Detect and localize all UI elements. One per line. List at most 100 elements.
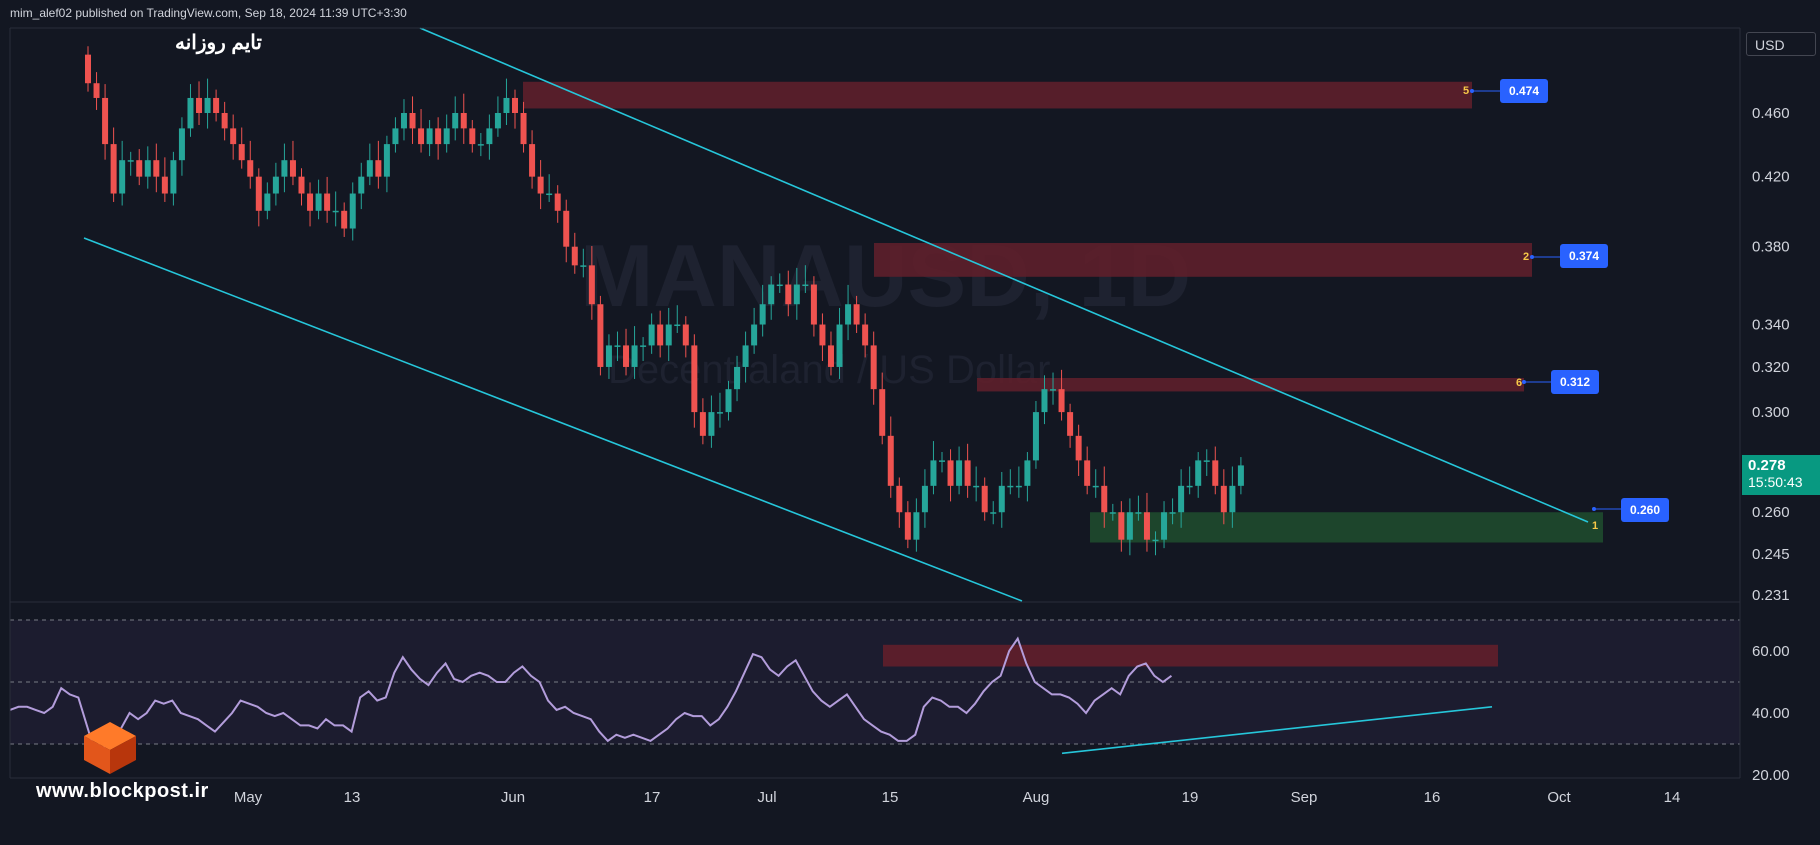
candle — [110, 127, 117, 202]
candle-body — [520, 113, 527, 145]
candle — [136, 149, 143, 186]
candle — [443, 114, 450, 153]
candle — [494, 96, 501, 137]
candle-body — [716, 412, 723, 414]
candle — [802, 265, 809, 293]
candle — [1067, 403, 1074, 448]
zone-demand — [1090, 512, 1603, 543]
candle-body — [776, 284, 783, 287]
candle — [862, 313, 869, 358]
candle-body — [418, 128, 425, 145]
candle — [1015, 466, 1022, 498]
candle-body — [998, 485, 1005, 513]
candle-body — [238, 144, 245, 161]
candle — [1237, 457, 1244, 495]
candle — [588, 246, 595, 320]
candle — [127, 151, 134, 176]
candle-body — [537, 176, 544, 194]
zone-number-2: 2 — [1523, 251, 1530, 263]
candle-body — [1229, 485, 1236, 513]
candle — [1032, 401, 1039, 469]
candle — [392, 117, 399, 153]
candle — [921, 469, 928, 528]
candle-body — [1169, 512, 1176, 514]
candle-body — [896, 485, 903, 513]
candle-body — [605, 345, 612, 367]
candle-body — [452, 113, 459, 129]
candle-body — [443, 128, 450, 145]
candle-body — [392, 128, 399, 145]
candle-body — [1101, 485, 1108, 513]
rsi-line — [9, 636, 1173, 755]
candle — [1203, 449, 1210, 476]
candle-body — [571, 246, 578, 266]
candle — [1212, 446, 1219, 495]
candle-body — [144, 160, 151, 177]
candle — [605, 334, 612, 379]
candle — [196, 81, 203, 125]
candle — [964, 443, 971, 498]
candle — [1126, 498, 1133, 556]
candle — [375, 140, 382, 189]
candle-body — [1007, 485, 1014, 488]
candle-body — [768, 284, 775, 305]
candle-body — [1161, 512, 1168, 540]
candle-body — [1178, 485, 1185, 513]
candle-body — [682, 324, 689, 346]
date-tick-label: 17 — [644, 789, 661, 806]
candle — [836, 307, 843, 379]
candle-body — [426, 128, 433, 145]
candle — [571, 232, 578, 274]
candle — [691, 334, 698, 428]
candle — [366, 143, 373, 186]
level-tag-0374: 0.374 — [1560, 244, 1608, 268]
candle — [409, 96, 416, 144]
candle-body — [751, 324, 758, 346]
candle-body — [153, 160, 160, 177]
candle — [1178, 469, 1185, 528]
candle — [460, 93, 467, 144]
candle-body — [1118, 512, 1125, 540]
candle — [1084, 446, 1091, 495]
candle-body — [230, 128, 237, 145]
candle-body — [588, 265, 595, 305]
candle-body — [1067, 412, 1074, 436]
candle-body — [1143, 512, 1150, 540]
candle-body — [546, 193, 553, 196]
candle-body — [119, 160, 126, 194]
candle-body — [956, 460, 963, 486]
candle-body — [674, 324, 681, 327]
candle — [648, 313, 655, 354]
candle-body — [785, 284, 792, 305]
candle — [640, 337, 647, 361]
price-tick-label: 0.320 — [1752, 359, 1790, 376]
candle-body — [170, 160, 177, 194]
candle — [1169, 498, 1176, 525]
candle-body — [827, 345, 834, 367]
tag-anchor — [1470, 89, 1474, 93]
candle — [716, 392, 723, 428]
candle — [930, 441, 937, 495]
zone-supply — [523, 81, 1472, 109]
candle — [939, 452, 945, 473]
candle-body — [1186, 485, 1193, 488]
candle-body — [1203, 460, 1210, 462]
candle-body — [332, 210, 339, 213]
candle — [178, 117, 185, 176]
candle — [827, 331, 834, 376]
candle-body — [1237, 465, 1244, 486]
candle — [221, 101, 228, 141]
last-price-tag: 0.278 15:50:43 — [1742, 455, 1820, 495]
candle — [187, 84, 194, 137]
candle-body — [272, 176, 279, 194]
candle — [512, 89, 518, 129]
candle — [537, 160, 544, 210]
candle-body — [870, 345, 877, 390]
currency-selector[interactable]: USD — [1746, 32, 1816, 56]
zone-supply — [874, 243, 1532, 277]
candle — [546, 174, 553, 202]
candle — [870, 331, 877, 405]
candle — [307, 182, 314, 227]
rsi-trendline — [1061, 706, 1493, 755]
